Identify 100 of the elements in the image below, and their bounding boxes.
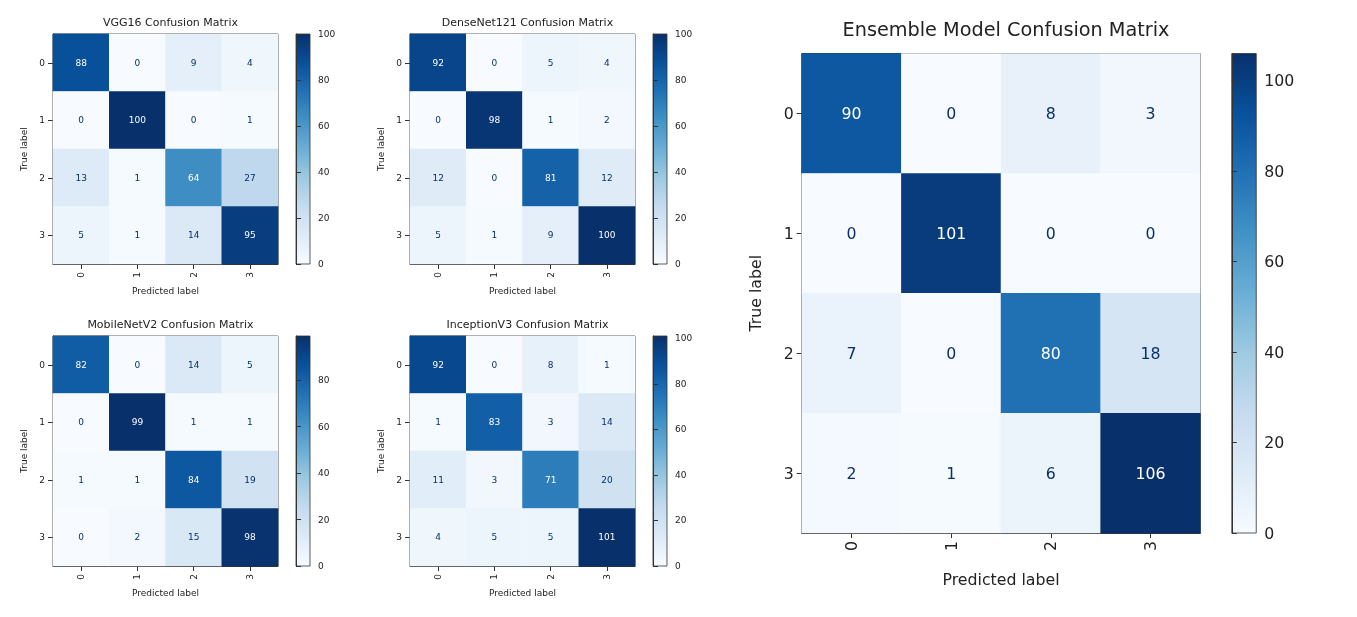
data-label: 5 — [547, 532, 554, 543]
data-label: 0 — [435, 115, 442, 126]
color-bar-label: 60 — [675, 424, 687, 435]
data-label: 100 — [598, 230, 616, 241]
y-tick-label: 0 — [783, 103, 794, 123]
data-label: 2 — [604, 115, 610, 126]
y-axis-title: True label — [375, 127, 386, 172]
data-label: 84 — [187, 474, 200, 485]
data-label: 0 — [846, 223, 857, 243]
y-tick-label: 3 — [396, 532, 402, 543]
color-bar-label: 100 — [318, 29, 336, 39]
color-bar-label: 40 — [1264, 342, 1285, 362]
x-tick-label: 3 — [244, 272, 255, 278]
data-label: 18 — [1140, 343, 1161, 363]
color-bar-label: 80 — [1264, 161, 1285, 181]
x-tick-label: 1 — [132, 272, 143, 278]
data-label: 14 — [601, 417, 613, 428]
data-label: 0 — [78, 532, 85, 543]
data-label: 19 — [244, 474, 256, 485]
y-tick-label: 2 — [783, 343, 794, 363]
data-label: 1 — [491, 230, 498, 241]
color-bar-label: 40 — [675, 167, 687, 177]
data-label: 11 — [432, 474, 444, 485]
data-label: 1 — [247, 417, 253, 428]
y-tick-label: 1 — [39, 417, 45, 428]
color-bar-label: 60 — [318, 421, 330, 432]
data-label: 0 — [491, 359, 498, 370]
y-axis-title: True label — [375, 429, 386, 474]
chart-title: Ensemble Model Confusion Matrix — [842, 18, 1170, 41]
color-bar-label: 0 — [318, 259, 324, 269]
x-tick-label: 0 — [76, 271, 87, 278]
data-label: 95 — [244, 230, 256, 241]
data-label: 4 — [604, 57, 611, 68]
data-label: 64 — [187, 172, 200, 183]
x-tick-label: 2 — [188, 272, 199, 278]
data-label: 0 — [78, 115, 85, 126]
x-axis-title: Predicted label — [489, 285, 556, 296]
x-tick-label: 3 — [601, 574, 612, 580]
y-tick-label: 0 — [39, 359, 46, 370]
data-label: 1 — [247, 115, 253, 126]
x-tick-label: 3 — [601, 272, 612, 278]
chart-title: VGG16 Confusion Matrix — [103, 16, 239, 29]
y-tick-label: 2 — [39, 474, 45, 485]
data-label: 20 — [601, 474, 613, 485]
data-label: 1 — [547, 115, 554, 126]
y-tick-label: 1 — [396, 417, 402, 428]
data-label: 0 — [1145, 223, 1156, 243]
data-label: 0 — [491, 57, 498, 68]
data-label: 14 — [187, 359, 200, 370]
color-bar-label: 80 — [318, 375, 330, 386]
y-tick-label: 3 — [39, 532, 45, 543]
color-bar-label: 0 — [318, 561, 324, 571]
data-label: 0 — [946, 343, 957, 363]
y-tick-label: 3 — [39, 230, 45, 241]
data-label: 92 — [432, 57, 444, 68]
data-label: 5 — [247, 359, 253, 370]
y-axis-title: True label — [745, 254, 765, 333]
color-bar-label: 80 — [318, 75, 330, 85]
data-label: 0 — [946, 103, 957, 123]
y-tick-label: 3 — [396, 230, 402, 241]
x-tick-label: 1 — [489, 272, 500, 278]
x-tick-label: 3 — [1140, 541, 1160, 552]
color-bar-label: 20 — [318, 514, 330, 525]
data-label: 0 — [78, 417, 85, 428]
data-label: 3 — [1145, 103, 1156, 123]
color-bar-label: 0 — [675, 259, 681, 269]
data-label: 90 — [841, 103, 862, 123]
data-label: 71 — [544, 474, 557, 485]
data-label: 81 — [544, 172, 557, 183]
data-label: 6 — [1045, 463, 1056, 483]
data-label: 100 — [128, 115, 147, 126]
data-label: 5 — [547, 57, 554, 68]
x-tick-label: 0 — [842, 541, 862, 552]
x-tick-label: 0 — [433, 573, 444, 580]
x-axis-title: Predicted label — [489, 587, 556, 598]
color-bar-label: 40 — [318, 468, 330, 479]
data-label: 88 — [75, 57, 88, 68]
color-bar-label: 40 — [675, 469, 687, 480]
y-tick-label: 1 — [783, 223, 794, 243]
color-bar-label: 100 — [1264, 71, 1295, 91]
data-label: 5 — [491, 532, 498, 543]
data-label: 83 — [488, 417, 501, 428]
x-tick-label: 0 — [76, 573, 87, 580]
data-label: 4 — [435, 532, 442, 543]
data-label: 1 — [134, 172, 141, 183]
x-tick-label: 2 — [545, 574, 556, 580]
data-label: 15 — [187, 532, 200, 543]
color-bar-label: 80 — [675, 75, 687, 85]
x-tick-label: 2 — [1041, 541, 1061, 552]
data-label: 82 — [75, 359, 87, 370]
data-label: 8 — [1045, 103, 1056, 123]
data-label: 101 — [936, 223, 967, 243]
y-tick-label: 0 — [39, 57, 46, 68]
y-tick-label: 1 — [396, 115, 402, 126]
data-label: 8 — [547, 359, 554, 370]
x-tick-label: 1 — [941, 541, 961, 552]
data-label: 9 — [547, 230, 554, 241]
data-label: 0 — [1045, 223, 1056, 243]
data-label: 1 — [134, 474, 141, 485]
data-label: 5 — [435, 230, 441, 241]
